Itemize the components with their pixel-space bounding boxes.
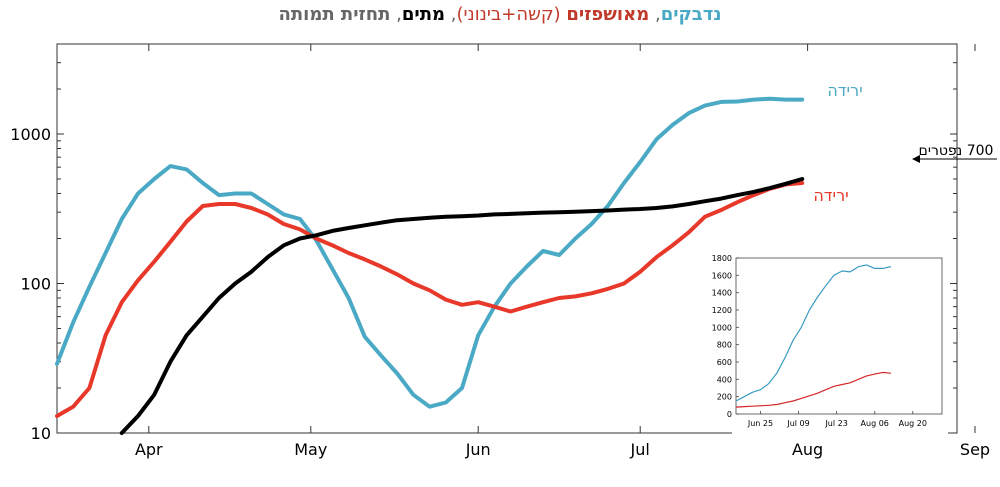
inset-y-tick-label: 1000 bbox=[712, 323, 732, 332]
y-tick-label: 1000 bbox=[10, 125, 51, 144]
y-tick-label: 100 bbox=[20, 275, 51, 294]
inset-x-axis: Jun 25 Jul 09 Jul 23 Aug 06 Aug 20 bbox=[747, 411, 927, 428]
x-tick-label: May bbox=[294, 440, 327, 459]
inset-y-tick-label: 1400 bbox=[712, 289, 732, 298]
main-series-group bbox=[55, 96, 805, 435]
x-tick-label: Apr bbox=[135, 440, 163, 459]
chart-title: נדבקים, מאושפזים (קשה+בינוני), מתים, תחז… bbox=[0, 4, 1000, 25]
inset-y-tick-label: 800 bbox=[717, 341, 732, 350]
inset-x-tick-label: Aug 06 bbox=[861, 419, 889, 428]
inset-x-tick-label: Jul 09 bbox=[786, 419, 809, 428]
arrow-head-icon bbox=[912, 155, 920, 163]
deaths-line bbox=[119, 177, 805, 435]
title-deaths: מתים bbox=[401, 4, 446, 25]
x-tick-label: Jun bbox=[465, 440, 491, 459]
inset_hospitalized-line bbox=[735, 371, 892, 408]
x-tick-label: Jul bbox=[630, 440, 650, 459]
title-separator: , bbox=[445, 4, 457, 25]
inset-series-group bbox=[735, 264, 892, 408]
title-infected: נדבקים bbox=[660, 4, 722, 25]
inset-y-tick-label: 600 bbox=[717, 358, 732, 367]
title-forecast: תחזית תמותה bbox=[278, 4, 391, 25]
title-separator: , bbox=[390, 4, 402, 25]
x-tick-label: Sep bbox=[960, 440, 990, 459]
x-tick-label: Aug bbox=[792, 440, 823, 459]
inset-y-tick-label: 200 bbox=[717, 393, 732, 402]
inset_infected-line bbox=[735, 264, 892, 402]
inset-background bbox=[732, 254, 948, 436]
hospitalized-line bbox=[55, 181, 805, 418]
inset-y-tick-label: 400 bbox=[717, 375, 732, 384]
title-separator: , bbox=[649, 4, 661, 25]
inset-y-tick-label: 1600 bbox=[712, 271, 732, 280]
inset-x-tick-label: Jul 23 bbox=[824, 419, 847, 428]
inset-y-tick-label: 1800 bbox=[712, 254, 732, 263]
title-hospitalized: מאושפזים bbox=[566, 4, 650, 25]
inset-x-tick-label: Jun 25 bbox=[747, 419, 773, 428]
inset-y-tick-label: 1200 bbox=[712, 306, 732, 315]
inset-plot-frame bbox=[732, 254, 948, 436]
inset-x-tick-label: Aug 20 bbox=[899, 419, 927, 428]
hospitalized-trend-label: ירידה bbox=[813, 186, 848, 205]
y-tick-label: 10 bbox=[31, 424, 51, 443]
inset-chart: 0 200 400 600 800 1000 1200 1400 1600 1800 Jun 25… bbox=[712, 254, 948, 436]
main-y-axis: 10 100 1000 bbox=[10, 43, 957, 443]
infected-trend-label: ירידה bbox=[827, 81, 862, 100]
inset-y-tick-label: 0 bbox=[727, 410, 732, 419]
annotations: ירידה ירידה 700 נפטרים bbox=[813, 81, 997, 205]
infected-line bbox=[55, 96, 805, 409]
inset-y-axis: 0 200 400 600 800 1000 1200 1400 1600 1800 bbox=[712, 254, 739, 419]
inset-border bbox=[735, 257, 943, 415]
deaths-forecast-label: 700 נפטרים bbox=[919, 143, 994, 159]
title-hospitalized-sub: (קשה+בינוני) bbox=[456, 4, 567, 25]
